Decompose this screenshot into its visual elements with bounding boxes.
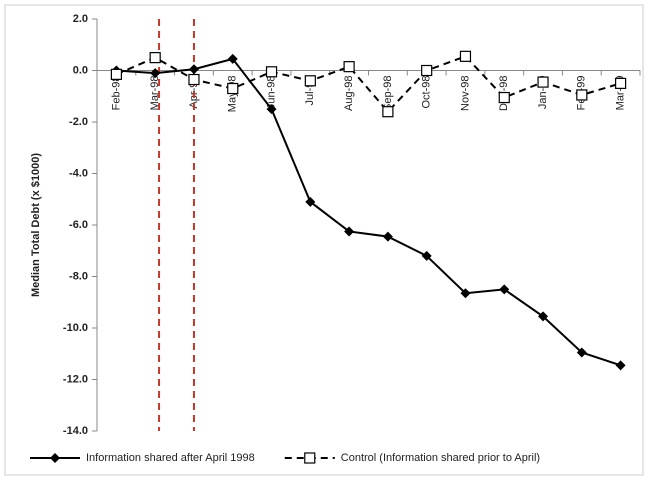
y-tick-label: 0.0 [73, 64, 88, 76]
y-tick-label: -6.0 [69, 219, 88, 231]
y-axis-label: Median Total Debt (x $1000) [30, 153, 42, 297]
marker [382, 106, 394, 118]
x-tick-label: Sep-98 [382, 76, 394, 111]
x-tick-label: Aug-98 [343, 76, 355, 111]
marker [460, 288, 471, 299]
marker [150, 68, 161, 79]
y-tick-label: 2.0 [73, 13, 88, 25]
marker [538, 311, 549, 322]
marker [576, 347, 587, 358]
marker [266, 104, 277, 115]
x-tick-label: Feb-98 [110, 76, 122, 111]
legend-label: Control (Information shared prior to Apr… [341, 452, 540, 464]
marker [576, 89, 588, 101]
marker [499, 284, 510, 295]
marker [344, 226, 355, 237]
marker [149, 52, 161, 64]
x-tick-label: Nov-98 [459, 76, 471, 111]
marker [265, 66, 278, 78]
series-line [116, 57, 621, 367]
y-tick-label: -10.0 [63, 322, 88, 334]
marker [459, 50, 472, 62]
marker [110, 68, 122, 80]
marker [615, 77, 627, 89]
marker [304, 75, 316, 87]
chart-border [4, 4, 644, 476]
x-tick-label: Oct-98 [421, 76, 433, 109]
y-tick-label: -14.0 [63, 425, 88, 437]
marker [227, 82, 239, 95]
marker [343, 61, 355, 73]
y-tick-label: -12.0 [63, 373, 88, 385]
marker [537, 76, 549, 88]
series-line [115, 55, 621, 114]
marker [305, 196, 316, 207]
marker [50, 453, 60, 463]
marker [615, 360, 626, 371]
y-tick-label: -8.0 [69, 270, 88, 282]
marker [304, 452, 316, 464]
y-tick-label: -4.0 [69, 167, 88, 179]
marker [188, 64, 199, 75]
marker [188, 73, 200, 86]
marker [498, 91, 510, 104]
marker [227, 53, 238, 64]
legend-label: Information shared after April 1998 [86, 452, 255, 464]
marker [421, 250, 432, 261]
marker [421, 64, 433, 77]
marker [382, 231, 393, 242]
x-tick-label: Jun-98 [265, 76, 277, 110]
y-tick-label: -2.0 [69, 116, 88, 128]
